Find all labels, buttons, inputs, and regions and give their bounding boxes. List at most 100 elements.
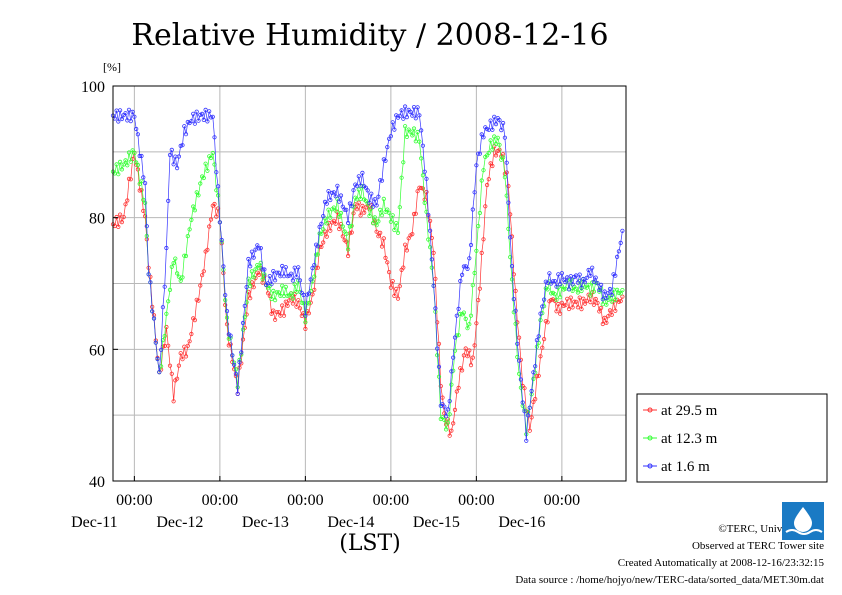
data-point — [618, 291, 623, 296]
data-point — [381, 236, 386, 241]
data-point — [392, 127, 397, 132]
data-point — [294, 274, 299, 280]
data-point — [479, 250, 484, 255]
data-point — [463, 316, 468, 321]
data-point — [328, 228, 333, 233]
data-point — [164, 245, 169, 251]
data-point — [429, 235, 434, 241]
data-point — [427, 245, 433, 250]
data-point — [208, 115, 214, 120]
data-point — [143, 181, 148, 186]
data-point — [363, 198, 368, 203]
data-point — [166, 343, 171, 348]
data-point — [180, 143, 185, 148]
data-point — [488, 138, 493, 143]
data-point — [242, 314, 247, 319]
data-point — [372, 215, 377, 220]
data-point — [228, 333, 233, 338]
data-point — [187, 339, 192, 344]
data-point — [313, 252, 319, 257]
legend-box — [636, 393, 828, 483]
data-point — [447, 433, 452, 438]
data-point — [413, 116, 418, 121]
data-point — [240, 320, 246, 326]
data-point — [331, 205, 336, 210]
data-point — [577, 295, 582, 300]
data-point — [597, 287, 602, 293]
data-point — [584, 285, 589, 290]
data-point — [272, 297, 278, 303]
legend-label: at 1.6 m — [661, 459, 710, 475]
data-point — [356, 174, 361, 179]
data-point — [349, 204, 354, 209]
data-point — [591, 302, 597, 307]
data-point — [224, 315, 230, 320]
data-point — [169, 147, 174, 152]
data-point — [246, 289, 251, 294]
data-point — [374, 203, 379, 208]
data-point — [178, 278, 183, 283]
data-point — [584, 275, 589, 280]
data-point — [253, 247, 258, 252]
data-point — [203, 107, 208, 113]
data-point — [499, 128, 504, 133]
data-point — [419, 128, 424, 133]
data-point — [256, 266, 262, 271]
data-point — [141, 208, 146, 213]
data-point — [468, 362, 474, 368]
data-point — [424, 176, 429, 181]
data-point — [436, 364, 442, 369]
data-point — [520, 400, 525, 405]
data-point — [135, 162, 140, 168]
data-point — [324, 221, 329, 226]
data-point — [251, 255, 256, 260]
data-point — [399, 108, 404, 113]
data-point — [189, 119, 194, 124]
data-point — [531, 370, 536, 375]
data-point — [338, 193, 344, 198]
data-point — [600, 297, 605, 302]
logo-wave-icon — [785, 529, 823, 535]
data-point — [198, 283, 203, 288]
data-point — [381, 196, 386, 201]
data-point — [148, 280, 153, 285]
data-point — [394, 221, 399, 226]
data-point — [465, 326, 470, 331]
data-point — [132, 150, 137, 155]
data-point — [256, 272, 262, 277]
data-point — [328, 215, 333, 220]
data-point — [297, 306, 303, 311]
data-point — [232, 362, 237, 367]
data-point — [415, 105, 420, 110]
data-point — [426, 237, 431, 242]
data-point — [554, 309, 559, 314]
data-point — [175, 271, 180, 276]
data-point — [378, 230, 383, 235]
data-point — [477, 286, 482, 291]
data-point — [565, 296, 570, 301]
data-point — [139, 153, 144, 159]
data-point — [467, 348, 472, 353]
data-point — [588, 273, 593, 278]
data-point — [207, 109, 212, 114]
data-point — [388, 219, 393, 224]
data-point — [271, 308, 276, 313]
data-point — [376, 194, 381, 199]
data-point — [591, 289, 597, 294]
data-point — [509, 277, 515, 282]
data-point — [516, 371, 522, 376]
data-point — [249, 280, 254, 285]
data-point — [533, 364, 538, 369]
data-point — [399, 175, 404, 180]
data-point — [362, 210, 367, 215]
data-point — [607, 286, 613, 292]
data-point — [141, 197, 146, 202]
data-point — [288, 271, 294, 276]
data-point — [454, 313, 459, 318]
data-point — [454, 389, 459, 394]
data-point — [541, 297, 547, 302]
data-point — [465, 354, 470, 359]
data-point — [201, 175, 206, 181]
x-tick-time-label: 00:00 — [202, 492, 238, 509]
data-point — [121, 215, 126, 220]
